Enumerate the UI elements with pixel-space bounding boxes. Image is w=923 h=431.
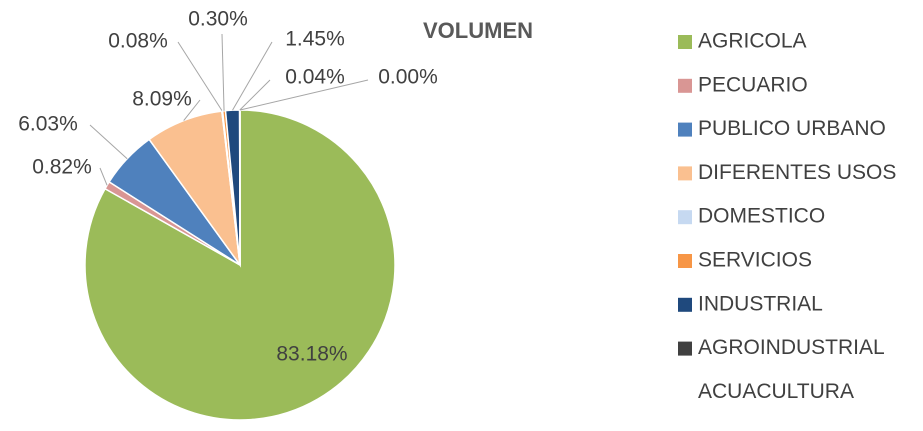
data-label: 0.30%	[188, 8, 248, 31]
legend-label: PECUARIO	[698, 73, 808, 96]
data-label: 1.45%	[285, 28, 345, 51]
legend-label: INDUSTRIAL	[698, 292, 823, 315]
legend-swatch	[678, 35, 692, 49]
legend-label: PUBLICO URBANO	[698, 117, 886, 140]
pie-slice	[84, 109, 396, 421]
legend-swatch	[678, 122, 692, 137]
leader-line	[183, 99, 201, 121]
data-label: 6.03%	[18, 113, 78, 136]
data-label: 0.04%	[285, 66, 345, 89]
legend-swatch	[678, 78, 692, 93]
legend-label: ACUACULTURA	[698, 380, 854, 403]
legend-label: SERVICIOS	[698, 249, 812, 272]
legend-swatch	[678, 341, 692, 356]
leader-line	[89, 124, 128, 160]
data-label: 0.00%	[378, 66, 438, 89]
data-label: 8.09%	[132, 88, 192, 111]
leader-line	[232, 41, 273, 111]
leader-line	[99, 167, 108, 186]
legend-swatch	[678, 166, 692, 181]
data-label: 0.82%	[32, 156, 92, 179]
legend-swatch	[678, 297, 692, 312]
leader-line	[177, 41, 223, 112]
legend-label: DOMESTICO	[698, 205, 825, 228]
legend-label: DIFERENTES USOS	[698, 161, 896, 184]
legend-label: AGRICOLA	[698, 30, 807, 53]
chart-title: VOLUMEN	[423, 18, 533, 43]
data-label: 0.08%	[108, 30, 168, 53]
data-label: 83.18%	[276, 343, 347, 366]
legend-swatch	[678, 210, 692, 225]
leader-line	[221, 33, 225, 111]
legend-swatch	[678, 254, 692, 268]
leader-line	[239, 79, 271, 111]
leader-line	[239, 79, 369, 111]
legend-label: AGROINDUSTRIAL	[698, 336, 885, 359]
